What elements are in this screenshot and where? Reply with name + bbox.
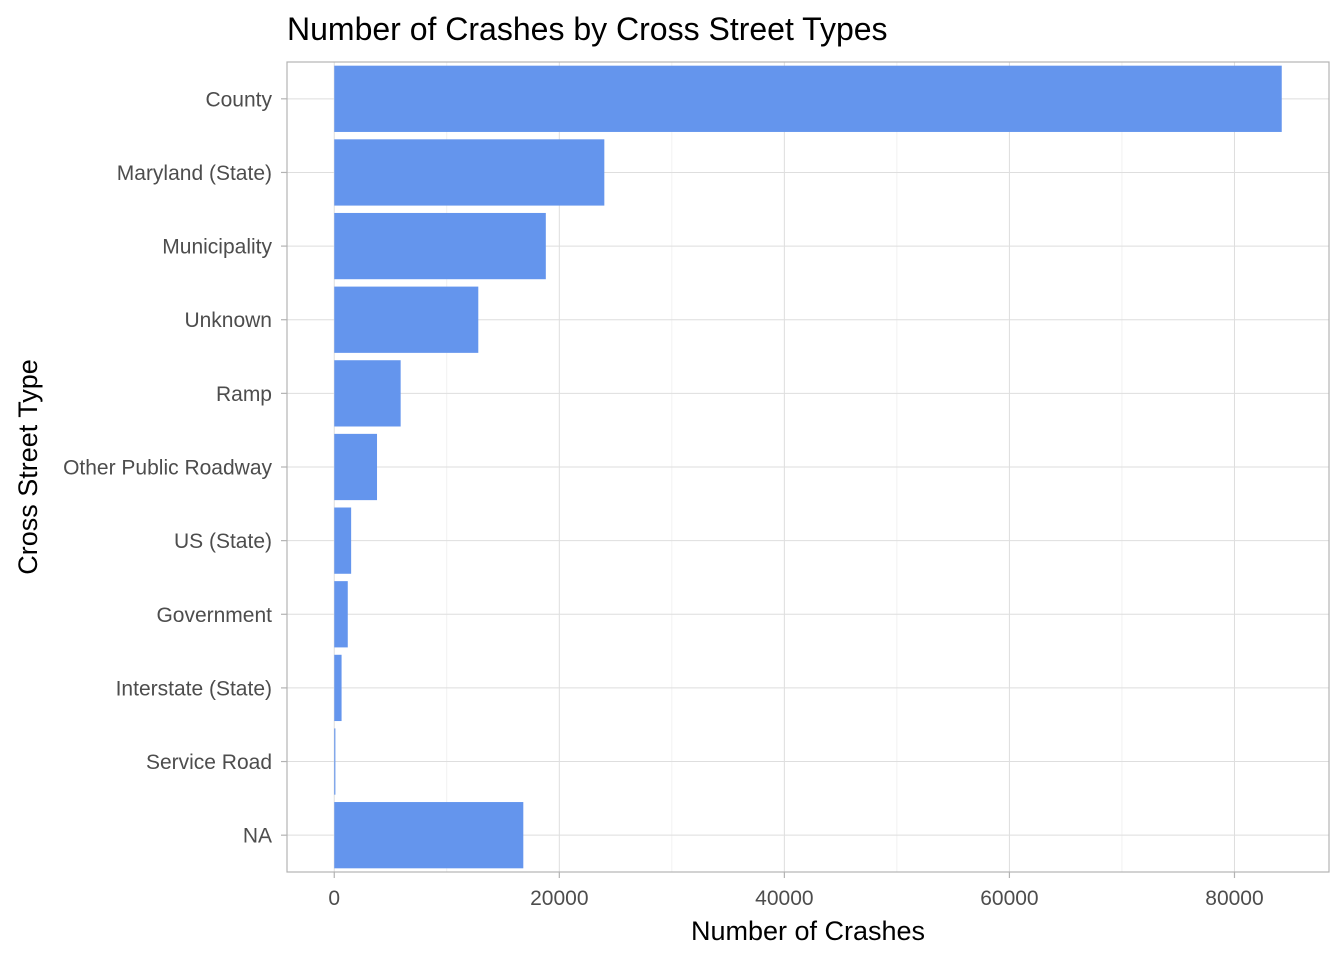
bar [334, 433, 378, 501]
y-tick-label: US (State) [174, 530, 272, 553]
y-tick-label: Service Road [146, 751, 272, 774]
y-tick-label: Interstate (State) [116, 677, 272, 700]
x-tick-label: 60000 [980, 887, 1038, 910]
y-tick-label: Unknown [184, 309, 272, 332]
x-axis-ticks: 0 20000 40000 60000 80000 [328, 872, 1264, 910]
y-tick-label: County [205, 88, 272, 111]
y-axis-title: Cross Street Type [13, 359, 43, 575]
x-tick-label: 20000 [530, 887, 588, 910]
y-tick-label: Ramp [216, 383, 272, 406]
x-tick-label: 0 [328, 887, 340, 910]
x-tick-label: 80000 [1205, 887, 1263, 910]
bar [334, 65, 1282, 132]
bar [334, 802, 524, 869]
bar [334, 360, 401, 427]
y-tick-label: NA [243, 825, 272, 848]
y-tick-label: Maryland (State) [117, 162, 272, 185]
x-tick-label: 40000 [755, 887, 813, 910]
bar [334, 507, 352, 574]
chart-title: Number of Crashes by Cross Street Types [287, 11, 888, 47]
y-tick-label: Municipality [162, 236, 272, 259]
y-axis-ticks: County Maryland (State) Municipality Unknow… [63, 88, 287, 848]
bar [334, 212, 546, 280]
x-axis-title: Number of Crashes [691, 916, 925, 946]
y-tick-label: Other Public Roadway [63, 457, 272, 480]
bar [334, 728, 336, 795]
bar [334, 286, 479, 353]
bars [334, 65, 1282, 869]
y-tick-label: Government [156, 604, 272, 627]
bar [334, 139, 605, 206]
bar [334, 654, 342, 722]
bar [334, 581, 348, 648]
